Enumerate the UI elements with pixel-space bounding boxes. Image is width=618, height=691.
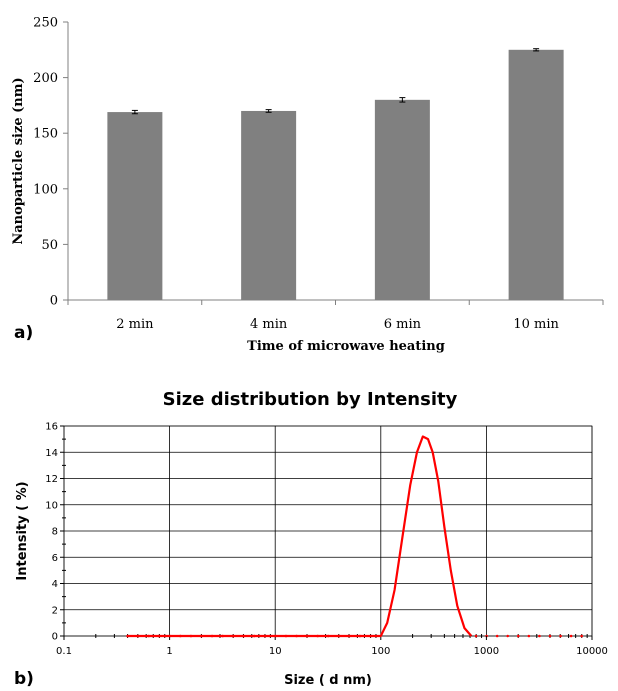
bar-chart-panel: 0 50 100 150 200 250 2 min 4 min 6 min 10 min Na…	[11, 16, 604, 354]
series-point	[516, 634, 520, 638]
y-axis-label: Nanoparticle size (nm)	[11, 77, 26, 244]
y-tick-label: 8	[52, 527, 58, 538]
y-tick-label: 50	[41, 238, 58, 253]
series-point	[569, 634, 573, 638]
bar	[508, 49, 564, 300]
error-bar	[131, 109, 138, 115]
bar-series	[107, 49, 564, 301]
x-axis-label: Time of microwave heating	[247, 339, 445, 354]
series-point	[527, 634, 531, 638]
chart-title: Size distribution by Intensity	[163, 389, 458, 410]
y-ticks: 0 2 4 6 8 10 12 14 16	[45, 422, 64, 643]
intensity-series-line	[127, 435, 473, 638]
y-ticks: 0 50 100 150 200 250	[33, 16, 68, 309]
series-point	[559, 634, 562, 638]
x-tick-label: 10 min	[513, 317, 559, 332]
y-tick-label: 0	[50, 294, 58, 309]
y-tick-label: 4	[52, 579, 58, 590]
y-tick-label: 100	[33, 182, 58, 197]
y-tick-label: 250	[33, 16, 58, 31]
line-chart-panel: Size distribution by Intensity 0 2 4 6 8 10 12…	[14, 389, 608, 689]
y-tick-label: 12	[45, 474, 58, 485]
y-tick-label: 6	[52, 553, 58, 564]
error-bars	[131, 48, 540, 115]
y-axis-label: Intensity ( %)	[15, 481, 30, 580]
x-tick-label: 1	[166, 646, 172, 657]
x-axis-label: Size ( d nm)	[284, 673, 372, 688]
y-tick-label: 150	[33, 127, 58, 142]
error-bar	[265, 109, 272, 113]
error-bar	[399, 97, 406, 103]
x-tick-label: 1000	[474, 646, 499, 657]
panel-label-a: a)	[14, 323, 33, 343]
panel-label-b: b)	[14, 669, 34, 689]
x-ticks: 2 min 4 min 6 min 10 min	[67, 300, 604, 332]
series-point	[495, 634, 499, 638]
y-tick-label: 14	[45, 448, 58, 459]
y-tick-label: 0	[52, 632, 58, 643]
x-tick-label: 4 min	[250, 317, 288, 332]
bar	[374, 99, 430, 300]
series-point	[474, 634, 478, 638]
x-ticks: 0.1 1 10 100 1000 10000	[56, 636, 608, 657]
series-point	[538, 634, 541, 638]
x-tick-label: 10	[269, 646, 282, 657]
bar	[107, 112, 163, 301]
x-tick-label: 2 min	[116, 317, 154, 332]
x-tick-label: 10000	[576, 646, 608, 657]
error-bar	[533, 48, 540, 52]
bar	[241, 110, 297, 301]
x-tick-label: 0.1	[56, 646, 72, 657]
y-tick-label: 10	[45, 500, 58, 511]
series-point	[506, 634, 510, 638]
y-tick-label: 200	[33, 71, 58, 86]
series-point	[548, 634, 552, 638]
y-tick-label: 2	[52, 605, 58, 616]
x-tick-label: 6 min	[384, 317, 422, 332]
y-tick-label: 16	[45, 422, 58, 433]
x-tick-label: 100	[371, 646, 390, 657]
series-point	[580, 634, 583, 638]
